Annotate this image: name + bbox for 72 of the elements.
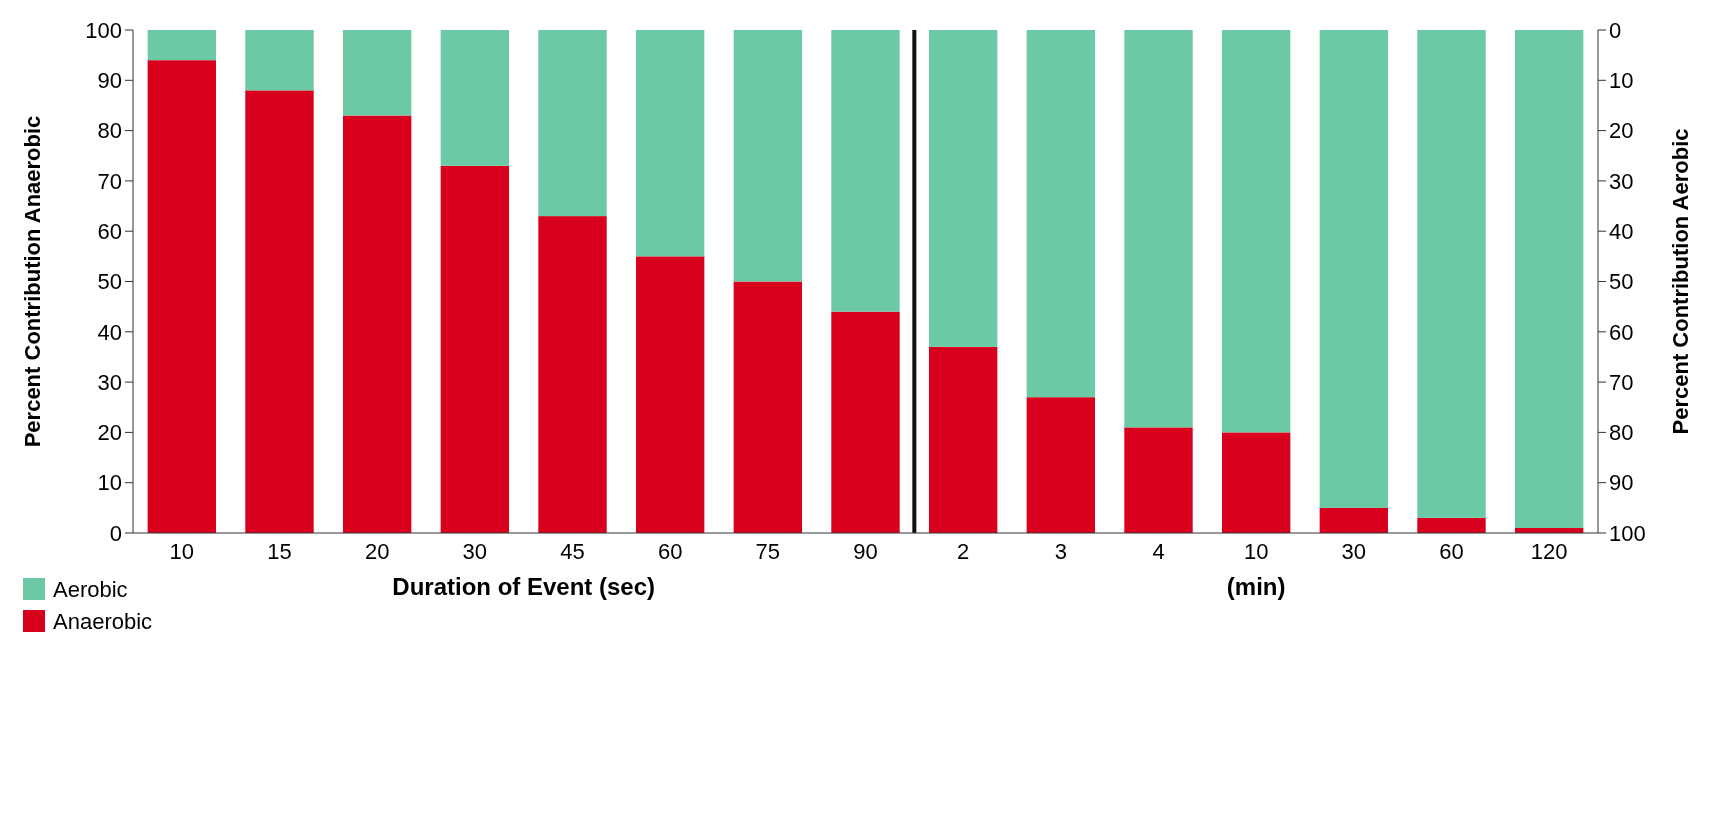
y-tick-label: 20 — [97, 420, 122, 446]
x-tick-label: 60 — [657, 539, 683, 564]
x-tick-label: 75 — [755, 539, 781, 564]
x-tick-label: 10 — [1243, 539, 1269, 564]
y2-axis-title: Percent Contribution Aerobic — [1668, 128, 1693, 435]
bar — [1319, 30, 1389, 508]
y-tick-label: 60 — [97, 218, 122, 244]
x-tick-label: 45 — [560, 539, 585, 564]
y2-tick-label: 50 — [1609, 269, 1634, 295]
x-tick-label: 3 — [1054, 539, 1067, 564]
bar — [245, 30, 314, 91]
y2-tick-label: 0 — [1609, 17, 1622, 43]
legend-label: Anaerobic — [53, 608, 153, 634]
y-tick-label: 30 — [97, 369, 122, 395]
y2-tick-label: 60 — [1609, 319, 1634, 345]
x-tick-label: 90 — [853, 539, 878, 564]
y2-tick-label: 100 — [1609, 520, 1646, 546]
bar — [147, 60, 217, 533]
y-tick-label: 10 — [97, 470, 122, 496]
x-tick-label: 2 — [957, 539, 970, 564]
bar — [1221, 432, 1291, 533]
bar — [733, 281, 803, 533]
x-tick-label: 30 — [462, 539, 488, 564]
bar — [1026, 397, 1096, 533]
y-tick-label: 90 — [97, 68, 122, 93]
bar — [1026, 30, 1096, 398]
y-axis-title: Percent Contribution Anaerobic — [20, 115, 45, 448]
y2-tick-label: 30 — [1609, 168, 1634, 194]
bar — [538, 216, 607, 533]
y-tick-label: 100 — [85, 17, 122, 43]
bar — [342, 30, 412, 116]
bar — [1124, 30, 1193, 428]
x-axis-title: Duration of Event (sec) — [392, 573, 656, 600]
bar — [1221, 30, 1291, 433]
bar — [635, 30, 705, 257]
text: (min) — [1226, 573, 1286, 600]
x-tick-label: 10 — [169, 539, 195, 564]
bar — [928, 30, 998, 347]
bar — [245, 90, 314, 533]
bar — [1417, 517, 1486, 533]
y-tick-label: 40 — [97, 319, 122, 345]
y-tick-label: 80 — [97, 118, 122, 144]
y2-tick-label: 70 — [1609, 369, 1634, 395]
bar — [831, 30, 900, 312]
y2-tick-label: 10 — [1609, 68, 1634, 93]
bar — [1319, 507, 1389, 533]
y2-tick-label: 20 — [1609, 118, 1634, 144]
x-tick-label: 30 — [1341, 539, 1367, 564]
bar — [733, 30, 803, 282]
y-tick-label: 50 — [97, 269, 122, 295]
bar — [831, 311, 900, 533]
bar — [1514, 30, 1584, 528]
x-tick-label: 60 — [1439, 539, 1464, 564]
bar — [440, 165, 510, 533]
x-tick-label: 20 — [364, 539, 390, 564]
y2-tick-label: 80 — [1609, 420, 1634, 446]
y2-tick-label: 40 — [1609, 218, 1634, 244]
y-tick-label: 0 — [109, 520, 122, 546]
bar — [147, 30, 217, 61]
legend-label: Aerobic — [53, 576, 128, 602]
x-tick-label: 15 — [267, 539, 292, 564]
bar — [635, 256, 705, 533]
y-tick-label: 70 — [97, 168, 122, 194]
bar — [928, 346, 998, 533]
bar — [1417, 30, 1486, 518]
bar — [538, 30, 607, 217]
y2-tick-label: 90 — [1609, 470, 1634, 496]
x-tick-label: 4 — [1152, 539, 1165, 564]
bar — [1124, 427, 1193, 533]
bar — [440, 30, 510, 166]
x-tick-label: 120 — [1530, 539, 1568, 564]
bar — [342, 115, 412, 533]
